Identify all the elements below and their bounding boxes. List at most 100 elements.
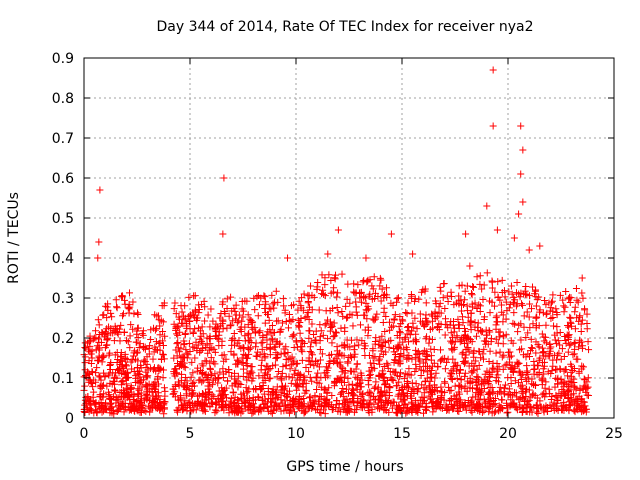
data-point xyxy=(337,390,345,398)
data-point xyxy=(300,409,308,417)
data-point xyxy=(126,289,134,297)
data-point xyxy=(509,367,517,375)
data-point xyxy=(409,385,417,393)
data-point xyxy=(251,328,259,336)
data-point xyxy=(82,344,90,352)
data-point xyxy=(376,336,384,344)
data-point xyxy=(264,388,272,396)
data-point xyxy=(515,359,523,367)
data-point xyxy=(261,293,269,301)
data-point xyxy=(107,309,115,317)
data-point xyxy=(564,348,572,356)
data-point xyxy=(95,372,103,380)
data-point xyxy=(506,353,514,361)
data-point xyxy=(376,390,384,398)
data-point xyxy=(129,298,137,306)
data-point xyxy=(500,332,508,340)
data-point xyxy=(293,382,301,390)
data-point xyxy=(474,319,482,327)
data-point xyxy=(228,341,236,349)
data-point xyxy=(138,330,146,338)
data-point xyxy=(375,399,383,407)
data-point xyxy=(130,368,138,376)
data-point xyxy=(561,366,569,374)
data-point xyxy=(540,389,548,397)
y-tick-label: 0.7 xyxy=(52,131,74,147)
data-point xyxy=(467,290,475,298)
data-point xyxy=(246,370,254,378)
data-point xyxy=(548,297,556,305)
data-point xyxy=(151,385,159,393)
data-point xyxy=(263,331,271,339)
data-point xyxy=(396,405,404,413)
data-point xyxy=(321,292,329,300)
data-point xyxy=(97,384,105,392)
data-point xyxy=(110,337,118,345)
data-point xyxy=(220,386,228,394)
data-point xyxy=(456,338,464,346)
data-point xyxy=(498,396,506,404)
data-point xyxy=(459,319,467,327)
data-point xyxy=(540,370,548,378)
data-point xyxy=(229,317,237,325)
data-point xyxy=(354,375,362,383)
data-point xyxy=(370,364,378,372)
data-point xyxy=(428,390,436,398)
data-point xyxy=(540,348,548,356)
data-point xyxy=(533,313,541,321)
data-point xyxy=(195,301,203,309)
data-point xyxy=(321,398,329,406)
data-point xyxy=(461,287,469,295)
data-point xyxy=(558,345,566,353)
data-point xyxy=(387,299,395,307)
data-point xyxy=(472,357,480,365)
data-point xyxy=(198,392,206,400)
data-point xyxy=(350,346,358,354)
data-point xyxy=(170,305,178,313)
data-point xyxy=(180,354,188,362)
data-point xyxy=(386,367,394,375)
data-point xyxy=(536,306,544,314)
data-point xyxy=(507,373,515,381)
data-point xyxy=(360,397,368,405)
data-point xyxy=(154,389,162,397)
data-point xyxy=(258,345,266,353)
data-point xyxy=(287,302,295,310)
data-point xyxy=(522,333,530,341)
data-point xyxy=(321,281,329,289)
data-point xyxy=(187,373,195,381)
data-point xyxy=(458,350,466,358)
data-point xyxy=(117,321,125,329)
data-point xyxy=(529,283,537,291)
data-point xyxy=(150,399,158,407)
data-point xyxy=(147,326,155,334)
y-tick-label: 0.2 xyxy=(52,331,74,347)
data-point xyxy=(534,362,542,370)
data-point xyxy=(524,329,532,337)
data-point xyxy=(88,347,96,355)
data-point xyxy=(407,398,415,406)
data-point xyxy=(526,300,534,308)
data-point xyxy=(513,358,521,366)
data-point xyxy=(511,296,519,304)
data-point xyxy=(452,367,460,375)
data-point xyxy=(99,329,107,337)
data-point xyxy=(273,354,281,362)
data-point xyxy=(226,322,234,330)
data-point xyxy=(127,384,135,392)
data-point xyxy=(469,385,477,393)
data-point xyxy=(356,321,364,329)
data-point xyxy=(441,320,449,328)
data-point xyxy=(159,342,167,350)
data-point xyxy=(566,299,574,307)
data-point xyxy=(203,357,211,365)
data-point xyxy=(111,387,119,395)
data-point xyxy=(268,335,276,343)
data-point xyxy=(298,380,306,388)
data-point xyxy=(305,394,313,402)
data-point xyxy=(172,365,180,373)
data-point xyxy=(408,355,416,363)
data-point xyxy=(419,319,427,327)
data-point xyxy=(318,350,326,358)
data-point xyxy=(218,387,226,395)
